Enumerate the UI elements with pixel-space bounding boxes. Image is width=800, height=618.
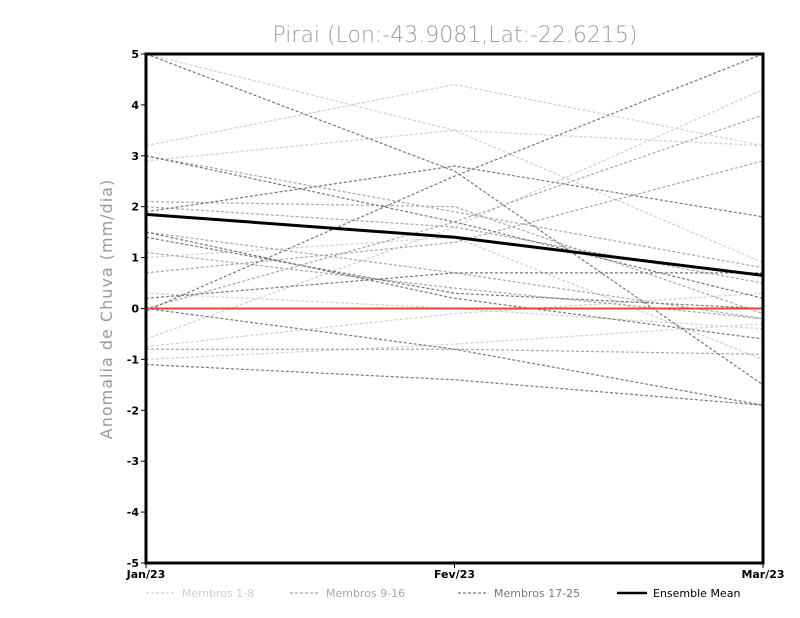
member-series-line-20: [145, 363, 764, 406]
x-tick-label: Mar/23: [741, 568, 784, 581]
member-series-line-5: [145, 89, 764, 340]
chart-title: Pirai (Lon:-43.9081,Lat:-22.6215): [273, 23, 638, 48]
member-series-line-2: [145, 83, 764, 147]
x-tick-label: Jan/23: [126, 568, 166, 581]
legend-label: Membros 9-16: [326, 587, 405, 600]
member-series-line-13: [146, 348, 764, 355]
member-series-line-7: [145, 323, 764, 360]
legend: Membros 1-8 Membros 9-16 Membros 17-25 Ense…: [146, 587, 740, 600]
member-series-line-12: [145, 114, 764, 310]
member-series-line-21: [145, 231, 764, 340]
member-series-line-22: [145, 272, 763, 299]
y-tick-label: 1: [131, 252, 139, 265]
member-series-line-18: [145, 165, 764, 218]
member-series-line-24: [145, 53, 764, 312]
x-tick-label: Fev/23: [434, 568, 475, 581]
member-series-line-6: [145, 292, 764, 330]
y-tick-label: -1: [127, 353, 139, 366]
y-tick-label: -2: [127, 404, 139, 417]
y-tick-label: -4: [127, 506, 140, 519]
member-series-line-11: [145, 160, 764, 274]
y-tick-label: 2: [131, 201, 139, 214]
legend-label: Membros 1-8: [182, 587, 254, 600]
member-series-line-19: [145, 307, 764, 406]
member-series-line-3: [145, 129, 764, 162]
member-series-line-9: [145, 201, 764, 315]
x-axis-ticks: Jan/23 Fev/23 Mar/23: [126, 563, 785, 581]
y-tick-label: -5: [127, 557, 139, 570]
member-series-group: [145, 53, 764, 406]
member-series-line-1: [145, 53, 764, 264]
legend-label: Membros 17-25: [494, 587, 580, 600]
y-tick-label: 5: [131, 48, 139, 61]
member-series-line-8: [145, 292, 764, 348]
member-series-line-25: [145, 53, 764, 386]
ensemble-mean-line: [145, 212, 764, 277]
member-series-line-4: [145, 236, 764, 360]
y-tick-label: 4: [131, 99, 139, 112]
member-series-line-10: [145, 231, 764, 320]
member-series-line-17: [145, 155, 764, 299]
y-tick-label: -3: [127, 455, 139, 468]
member-series-line-14: [145, 206, 764, 284]
y-tick-label: 0: [131, 303, 139, 316]
y-axis-ticks: -5 -4 -3 -2 -1 0 1 2 3 4 5: [127, 48, 146, 570]
member-series-line-15: [145, 155, 764, 269]
y-tick-label: 3: [131, 150, 139, 163]
y-axis-label: Anomalia de Chuva (mm/dia): [97, 179, 116, 439]
legend-label: Ensemble Mean: [653, 587, 740, 600]
